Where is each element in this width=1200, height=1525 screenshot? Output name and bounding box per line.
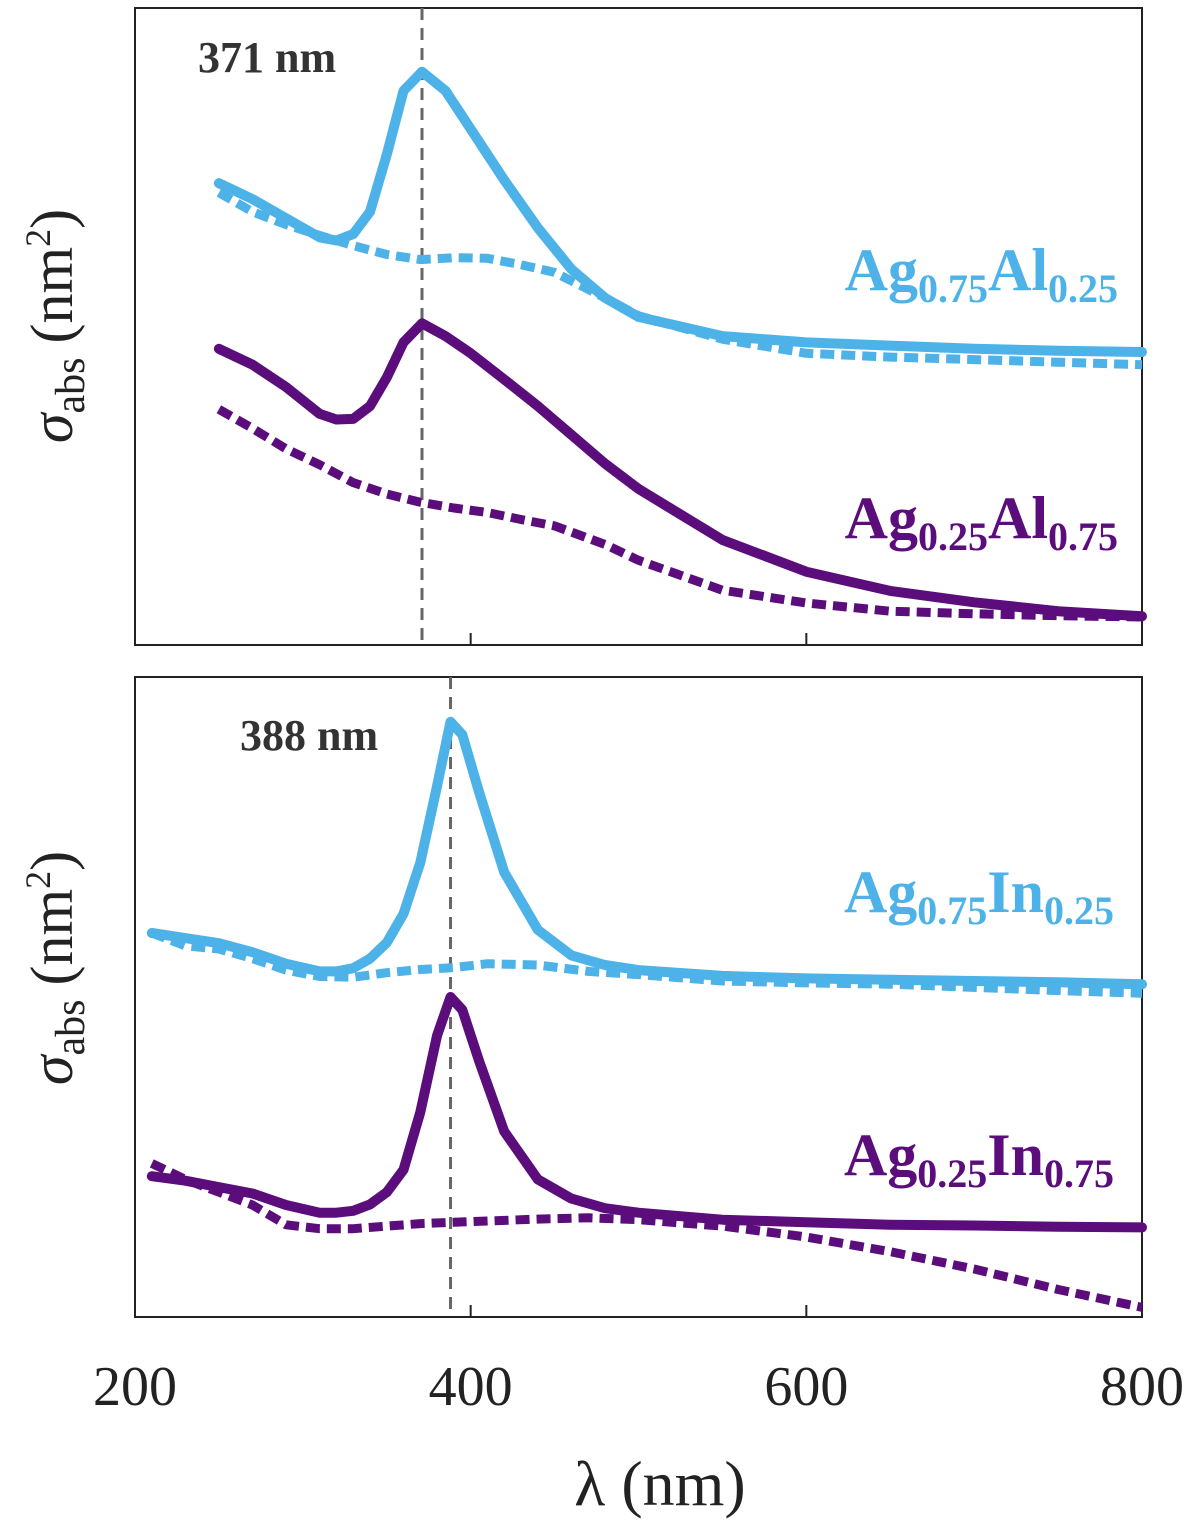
top-series-2-solid-line — [213, 318, 1147, 622]
bottom-series-1-dashed-line — [150, 928, 1143, 998]
top-label-ag025al075: Ag0.25Al0.75 — [845, 485, 1118, 559]
x-tick-label-600: 600 — [764, 1356, 848, 1418]
bottom-label-ag075in025: Ag0.75In0.25 — [844, 859, 1114, 933]
bottom-series-3-dashed-line — [149, 1159, 1143, 1312]
top-panel: 371 nm Ag0.75Al0.25 Ag0.25Al0.75 σabs(nm… — [18, 7, 1147, 646]
x-tick-label-200: 200 — [93, 1356, 177, 1418]
top-series-0-solid-line — [213, 66, 1147, 357]
x-tick-label-800: 800 — [1100, 1356, 1184, 1418]
top-series-1-dashed-line — [216, 188, 1143, 370]
top-series-3-dashed-line — [216, 405, 1143, 622]
bottom-y-axis-label: σabs(nm2) — [18, 851, 94, 1085]
bottom-series-0-solid-line — [146, 716, 1147, 990]
bottom-series-2-solid-line — [146, 992, 1147, 1233]
top-series-group — [213, 66, 1147, 622]
bottom-panel: 388 nm Ag0.75In0.25 Ag0.25In0.75 σabs(nm… — [18, 676, 1147, 1318]
top-y-axis-label: σabs(nm2) — [18, 209, 94, 443]
top-plot-frame — [134, 7, 1143, 646]
bottom-ticks — [469, 1305, 808, 1317]
bottom-plot-frame — [134, 676, 1143, 1318]
x-tick-labels: 200 400 600 800 — [93, 1356, 1184, 1418]
top-peak-annotation: 371 nm — [198, 33, 336, 82]
bottom-label-ag025in075: Ag0.25In0.75 — [844, 1122, 1114, 1196]
x-tick-label-400: 400 — [429, 1356, 513, 1418]
top-label-ag075al025: Ag0.75Al0.25 — [845, 237, 1118, 311]
bottom-peak-annotation: 388 nm — [240, 711, 378, 760]
bottom-series-group — [146, 716, 1147, 1312]
top-ticks — [469, 633, 808, 645]
x-axis-label: λ (nm) — [574, 1448, 745, 1519]
